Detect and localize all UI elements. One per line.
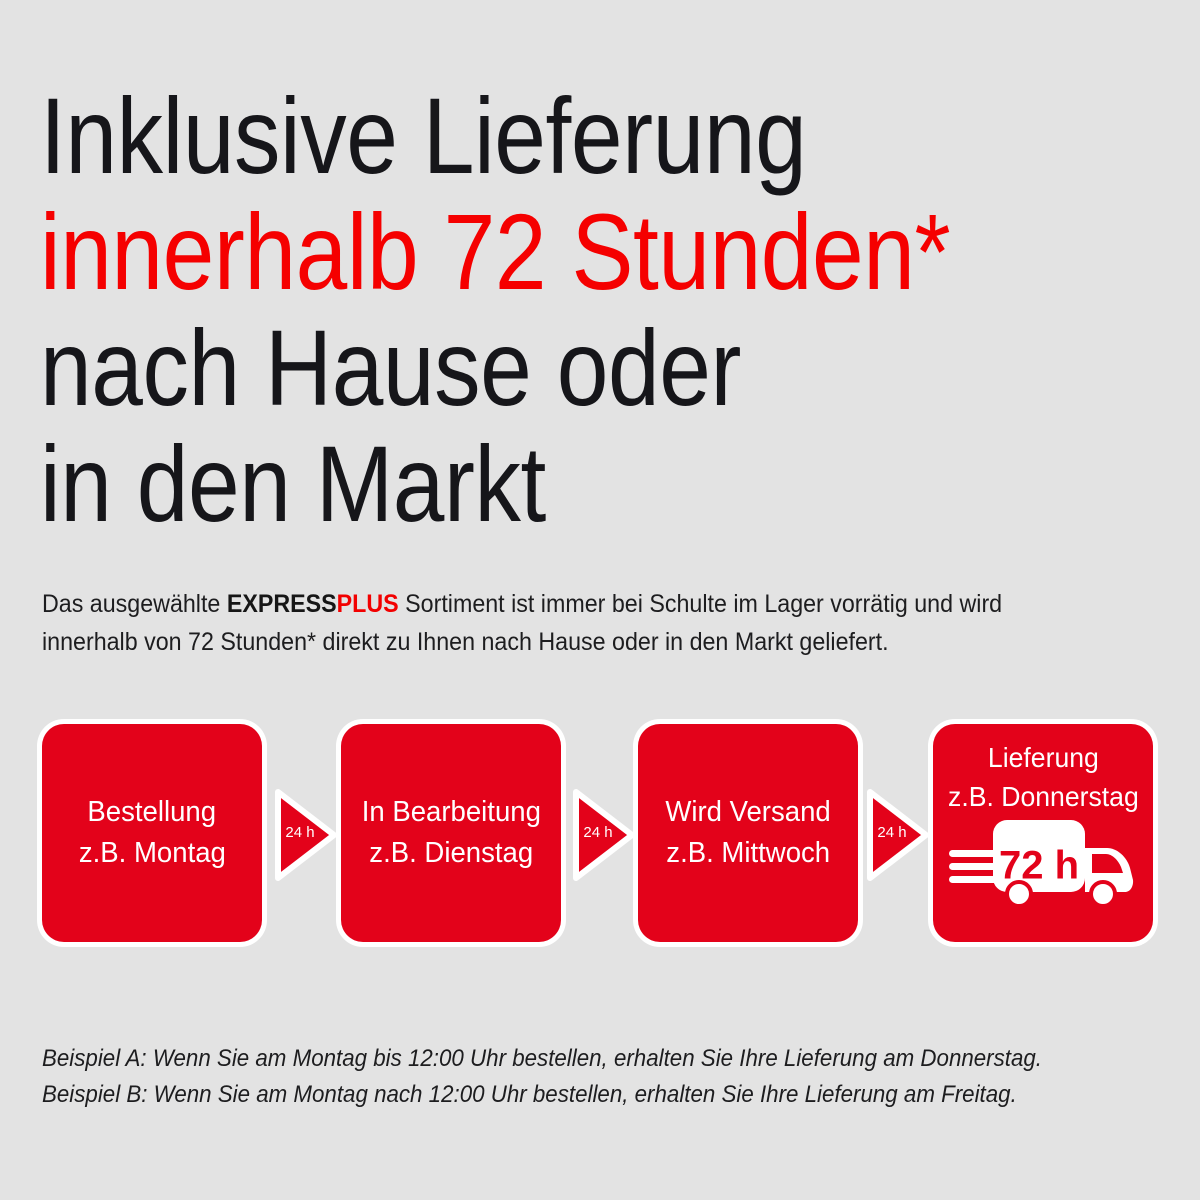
footer-examples: Beispiel A: Wenn Sie am Montag bis 12:00… <box>42 1041 1074 1113</box>
headline-block: Inklusive Lieferung innerhalb 72 Stunden… <box>40 78 1170 542</box>
intro-paragraph: Das ausgewählte EXPRESSPLUS Sortiment is… <box>42 585 1070 661</box>
process-flow: Bestellung z.B. Montag 24 h In Bearbeitu… <box>40 724 1160 944</box>
intro-text-before: Das ausgewählte <box>42 590 227 618</box>
headline-line-4: in den Markt <box>40 423 546 544</box>
step-subtitle: z.B. Dienstag <box>369 837 533 869</box>
arrow-right-icon <box>573 789 635 881</box>
flow-step-in-bearbeitung[interactable]: In Bearbeitung z.B. Dienstag <box>341 724 561 942</box>
flow-step-lieferung[interactable]: Lieferung z.B. Donnerstag <box>933 724 1153 942</box>
arrow-right-icon <box>867 789 929 881</box>
headline-line-1: Inklusive Lieferung <box>40 75 807 196</box>
flow-arrow-2: 24 h <box>572 788 636 882</box>
flow-step-wird-versand[interactable]: Wird Versand z.B. Mittwoch <box>638 724 858 942</box>
step-title: Wird Versand <box>665 796 831 828</box>
step-subtitle: z.B. Mittwoch <box>666 837 830 869</box>
delivery-truck-icon: 72 h <box>949 812 1139 908</box>
arrow-right-icon <box>275 789 337 881</box>
step-subtitle: z.B. Montag <box>78 837 226 869</box>
step-title: Lieferung <box>987 742 1099 773</box>
headline-line-3: nach Hause oder <box>40 307 741 428</box>
brand-express: EXPRESS <box>226 590 337 618</box>
intro-text-after: Sortiment ist immer bei Schulte im Lager… <box>42 590 1003 656</box>
step-title: Bestellung <box>87 796 217 828</box>
footer-line-b: Beispiel B: Wenn Sie am Montag nach 12:0… <box>42 1081 1017 1108</box>
brand-plus: PLUS <box>336 590 399 618</box>
flow-arrow-1: 24 h <box>274 788 338 882</box>
truck-badge-text: 72 h <box>999 844 1079 888</box>
step-title: In Bearbeitung <box>361 796 541 828</box>
headline-line-2-accent: innerhalb 72 Stunden* <box>40 191 951 312</box>
step-subtitle: z.B. Donnerstag <box>947 781 1139 812</box>
footer-line-a: Beispiel A: Wenn Sie am Montag bis 12:00… <box>42 1045 1043 1072</box>
flow-arrow-3: 24 h <box>866 788 930 882</box>
flow-step-bestellung[interactable]: Bestellung z.B. Montag <box>42 724 262 942</box>
